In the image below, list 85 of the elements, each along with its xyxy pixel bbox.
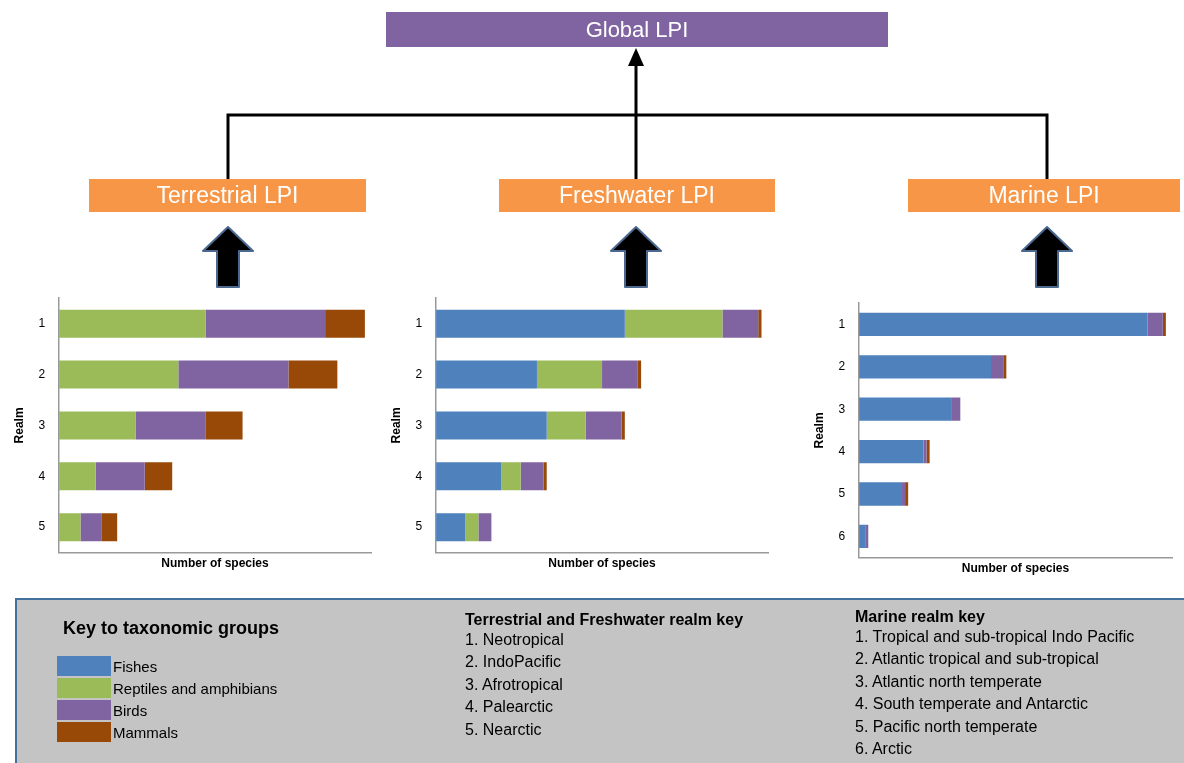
- legend-label: Reptiles and amphibians: [113, 679, 278, 697]
- legend-title: Key to taxonomic groups: [63, 618, 280, 639]
- y-tick-label: 5: [415, 519, 423, 534]
- bar: [59, 513, 81, 542]
- bar: [178, 360, 289, 389]
- bar: [325, 309, 365, 338]
- y-tick-label: 4: [38, 468, 46, 483]
- text: 5. Pacific north temperate: [855, 717, 1039, 737]
- y-tick-label: 2: [415, 366, 423, 381]
- bar: [436, 309, 625, 338]
- text: 6. Arctic: [855, 739, 913, 759]
- bar: [758, 309, 762, 338]
- y-tick-label: 1: [38, 315, 46, 330]
- y-tick-label: 5: [838, 486, 846, 501]
- bar: [621, 411, 625, 440]
- bar: [546, 411, 586, 440]
- bar: [602, 360, 638, 389]
- bar: [59, 309, 206, 338]
- bar: [536, 360, 603, 389]
- text: 5. Nearctic: [465, 720, 543, 740]
- bar: [144, 462, 173, 491]
- x-axis-title: Number of species: [161, 556, 270, 571]
- bar: [990, 355, 1004, 379]
- bar: [288, 360, 338, 389]
- text: Marine realm key: [855, 608, 986, 626]
- bar: [722, 309, 759, 338]
- bar: [436, 513, 466, 542]
- bar: [624, 309, 723, 338]
- bar: [436, 360, 537, 389]
- bar: [205, 309, 326, 338]
- bar: [59, 462, 96, 491]
- bar: [101, 513, 118, 542]
- text: Terrestrial and Freshwater realm key: [465, 611, 744, 629]
- bar: [585, 411, 622, 440]
- y-axis-title: Realm: [811, 412, 826, 449]
- y-axis-title: Realm: [11, 407, 26, 444]
- bar: [478, 513, 492, 542]
- text: 2. Atlantic tropical and sub-tropical: [855, 650, 1100, 670]
- bar: [59, 360, 179, 389]
- bar: [951, 397, 961, 421]
- bar: [135, 411, 206, 440]
- bar: [436, 411, 547, 440]
- y-axis-title: Realm: [388, 407, 403, 444]
- text: 3. Afrotropical: [465, 675, 564, 695]
- y-tick-label: 3: [38, 417, 46, 432]
- bar: [520, 462, 544, 491]
- bar: [637, 360, 642, 389]
- text: 4. Palearctic: [465, 698, 555, 718]
- y-tick-label: 3: [415, 417, 423, 432]
- bar: [80, 513, 102, 542]
- text: 4. South temperate and Antarctic: [855, 695, 1090, 715]
- bar: [859, 397, 952, 421]
- bar: [859, 355, 991, 379]
- y-tick-label: 5: [38, 519, 46, 534]
- bar: [865, 524, 869, 549]
- bar: [543, 462, 547, 491]
- text: 2. IndoPacific: [465, 653, 563, 673]
- legend-label: Fishes: [113, 657, 158, 675]
- x-axis-title: Number of species: [961, 561, 1070, 576]
- text: 3. Atlantic north temperate: [855, 672, 1043, 692]
- y-tick-label: 3: [838, 401, 846, 416]
- bar: [465, 513, 479, 542]
- bar: [95, 462, 145, 491]
- y-tick-label: 1: [415, 315, 423, 330]
- text: 1. Neotropical: [465, 631, 565, 650]
- y-tick-label: 6: [838, 528, 846, 543]
- y-tick-label: 2: [38, 366, 46, 381]
- y-tick-label: 2: [838, 359, 846, 374]
- legend-label: Mammals: [113, 723, 179, 741]
- bar: [859, 482, 903, 506]
- bar: [1162, 312, 1166, 337]
- bar: [859, 439, 924, 464]
- y-tick-label: 4: [415, 468, 423, 483]
- bar: [859, 312, 1148, 337]
- bar: [436, 462, 502, 491]
- bar: [59, 411, 136, 440]
- bar: [501, 462, 521, 491]
- legend-label: Birds: [113, 701, 148, 719]
- bar: [205, 411, 243, 440]
- y-tick-label: 1: [838, 316, 846, 331]
- x-axis-title: Number of species: [548, 556, 657, 571]
- text: 1. Tropical and sub-tropical Indo Pacific: [855, 628, 1135, 647]
- y-tick-label: 4: [838, 443, 846, 458]
- bar: [1003, 355, 1007, 379]
- bar: [1147, 312, 1163, 337]
